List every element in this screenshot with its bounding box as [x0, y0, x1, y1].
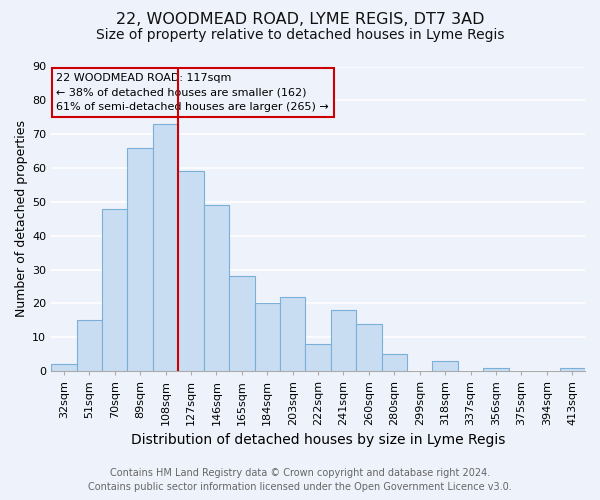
Bar — [331, 310, 356, 371]
Bar — [280, 296, 305, 371]
Bar — [382, 354, 407, 371]
X-axis label: Distribution of detached houses by size in Lyme Regis: Distribution of detached houses by size … — [131, 434, 505, 448]
Bar — [305, 344, 331, 371]
Text: 22 WOODMEAD ROAD: 117sqm
← 38% of detached houses are smaller (162)
61% of semi-: 22 WOODMEAD ROAD: 117sqm ← 38% of detach… — [56, 72, 329, 112]
Bar — [560, 368, 585, 371]
Text: Size of property relative to detached houses in Lyme Regis: Size of property relative to detached ho… — [96, 28, 504, 42]
Bar — [433, 361, 458, 371]
Bar — [127, 148, 153, 371]
Bar — [254, 304, 280, 371]
Bar — [484, 368, 509, 371]
Text: 22, WOODMEAD ROAD, LYME REGIS, DT7 3AD: 22, WOODMEAD ROAD, LYME REGIS, DT7 3AD — [116, 12, 484, 28]
Bar — [77, 320, 102, 371]
Bar — [178, 172, 203, 371]
Bar — [153, 124, 178, 371]
Text: Contains HM Land Registry data © Crown copyright and database right 2024.
Contai: Contains HM Land Registry data © Crown c… — [88, 468, 512, 492]
Bar — [229, 276, 254, 371]
Bar — [102, 208, 127, 371]
Bar — [356, 324, 382, 371]
Bar — [203, 205, 229, 371]
Bar — [51, 364, 77, 371]
Y-axis label: Number of detached properties: Number of detached properties — [15, 120, 28, 318]
